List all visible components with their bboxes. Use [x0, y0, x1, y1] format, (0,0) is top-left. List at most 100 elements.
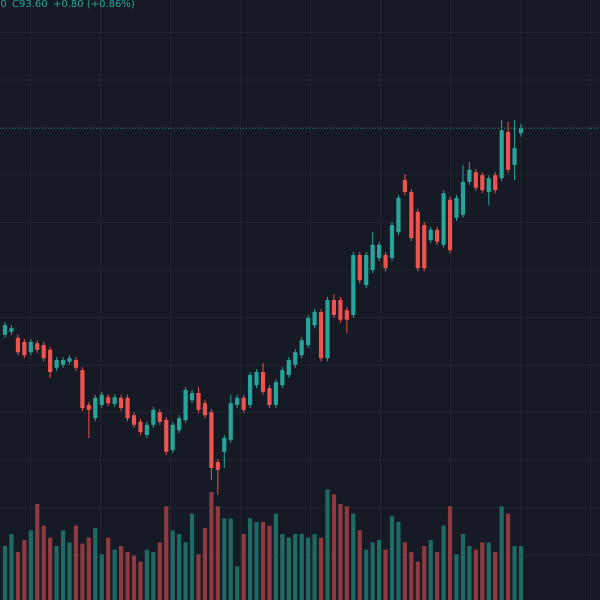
candle-body: [454, 198, 459, 218]
volume-bar: [67, 542, 72, 600]
candle-body: [273, 382, 278, 405]
candle-body: [93, 397, 98, 419]
candle-body: [267, 388, 272, 405]
candle-body: [202, 403, 208, 416]
volume-bar: [2, 546, 8, 600]
volume-bar: [170, 530, 175, 600]
volume-bar: [318, 537, 324, 600]
volume-bar: [299, 534, 304, 600]
volume-bar: [48, 537, 53, 600]
volume-bar: [131, 555, 137, 600]
volume-bar: [80, 543, 85, 600]
volume-bar: [228, 518, 233, 600]
candle-body: [138, 421, 143, 432]
candle-body: [428, 229, 433, 240]
volume-bar: [112, 549, 117, 600]
candle-body: [125, 397, 130, 419]
candle-body: [86, 405, 91, 410]
candle-body: [280, 370, 285, 386]
candle-body: [351, 255, 356, 315]
volume-bar: [157, 542, 162, 600]
volume-bar: [467, 546, 472, 600]
volume-bar: [331, 494, 337, 600]
candle-body: [402, 180, 407, 192]
volume-bar: [86, 537, 91, 600]
candle-body: [254, 372, 259, 386]
volume-bar: [441, 525, 446, 600]
volume-bar: [493, 552, 498, 600]
candle-body: [260, 372, 266, 392]
candle-body: [435, 229, 440, 242]
candle-body: [370, 244, 375, 270]
volume-bar: [325, 489, 330, 600]
candle-body: [493, 175, 498, 191]
volume-bar: [248, 518, 253, 600]
candle-body: [48, 349, 53, 372]
volume-bar: [9, 534, 14, 600]
volume-bar: [215, 506, 220, 600]
volume-bar: [106, 537, 111, 600]
volume-bar: [506, 513, 511, 600]
volume-bar: [512, 546, 517, 600]
volume-bar: [486, 542, 491, 600]
volume-bar: [447, 506, 453, 600]
volume-bar: [396, 522, 401, 600]
candle-body: [480, 175, 485, 191]
volume-bar: [254, 522, 259, 600]
candle-body: [151, 409, 156, 425]
candle-body: [286, 360, 291, 375]
candle-body: [486, 178, 491, 192]
volume-bar: [202, 528, 208, 600]
volume-bar: [267, 525, 272, 600]
candle-body: [299, 340, 304, 356]
volume-bar: [189, 513, 195, 600]
volume-bar: [409, 552, 414, 600]
volume-bar: [473, 549, 478, 600]
volume-bar: [377, 540, 382, 600]
volume-bar: [293, 534, 298, 600]
candle-body: [106, 397, 111, 404]
volume-bar: [151, 552, 156, 600]
candle-body: [306, 318, 311, 345]
candle-body: [512, 148, 517, 165]
candle-body: [241, 397, 246, 410]
candle-body: [99, 394, 104, 405]
candle-body: [80, 370, 85, 408]
candle-body: [248, 375, 253, 405]
candle-body: [409, 192, 414, 239]
volume-bar: [73, 525, 79, 600]
legend-fragment: 60: [0, 0, 7, 10]
candle-body: [422, 225, 427, 269]
volume-bar: [60, 530, 66, 600]
volume-bar: [28, 530, 33, 600]
candle-body: [447, 199, 453, 251]
volume-bar: [286, 537, 291, 600]
candle-body: [209, 412, 214, 468]
volume-bar: [428, 540, 433, 600]
candle-body: [357, 255, 362, 281]
volume-bar: [138, 561, 143, 600]
volume-bar: [422, 546, 427, 600]
volume-bar: [280, 534, 285, 600]
volume-bar: [306, 537, 311, 600]
candle-body: [222, 438, 227, 452]
candle-body: [60, 360, 66, 365]
volume-bar: [415, 561, 420, 600]
candle-body: [164, 420, 169, 452]
candle-body: [518, 128, 524, 134]
candle-body: [15, 337, 20, 353]
candle-body: [473, 172, 478, 188]
candle-body: [396, 198, 401, 233]
candle-body: [22, 342, 27, 356]
candle-body: [344, 310, 349, 320]
volume-bar: [241, 534, 246, 600]
volume-bar: [125, 552, 130, 600]
volume-bar: [435, 552, 440, 600]
volume-bar: [338, 504, 343, 600]
candle-body: [131, 415, 137, 425]
volume-bar: [164, 506, 169, 600]
candle-body: [389, 225, 395, 258]
candle-body: [189, 393, 195, 401]
